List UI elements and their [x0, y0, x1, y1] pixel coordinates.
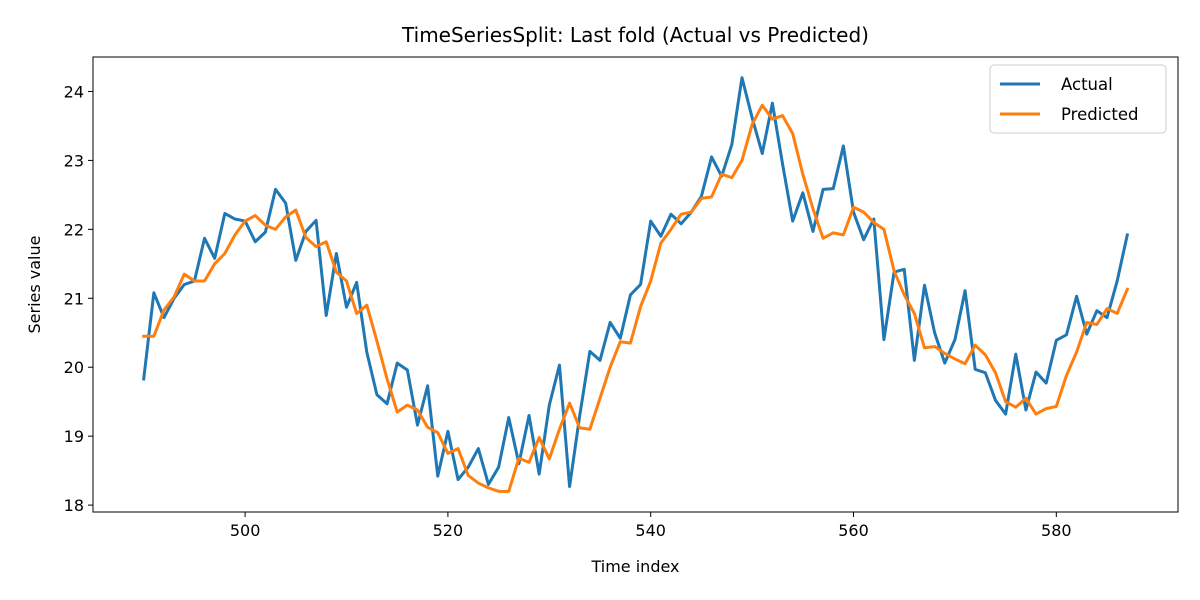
y-tick-label: 23: [64, 151, 84, 170]
y-tick-label: 19: [64, 427, 84, 446]
plot-frame: [92, 56, 1179, 513]
y-axis-title: Series value: [25, 236, 44, 334]
legend-label-actual: Actual: [1061, 75, 1113, 94]
y-tick-label: 18: [64, 496, 84, 515]
legend-label-predicted: Predicted: [1061, 105, 1138, 124]
x-axis-ticks: 500 520 540 560 580: [230, 512, 1072, 540]
series-line-predicted: [142, 103, 1130, 493]
y-tick-label: 22: [64, 220, 84, 239]
x-tick-label: 540: [635, 521, 666, 540]
y-tick-label: 20: [64, 358, 84, 377]
x-tick-label: 500: [230, 521, 261, 540]
plot-area: 500 520 540 560 580 18 19 20 21 22 23 24: [64, 56, 1179, 540]
legend: Actual Predicted: [989, 64, 1167, 134]
y-tick-label: 24: [64, 82, 84, 101]
x-tick-label: 580: [1041, 521, 1072, 540]
x-axis-title: Time index: [590, 557, 679, 576]
y-tick-label: 21: [64, 289, 84, 308]
chart-title: TimeSeriesSplit: Last fold (Actual vs Pr…: [401, 23, 869, 47]
series-line-actual: [142, 76, 1130, 488]
legend-box: [989, 64, 1167, 134]
y-axis-ticks: 18 19 20 21 22 23 24: [64, 82, 93, 515]
x-tick-label: 560: [838, 521, 869, 540]
x-tick-label: 520: [433, 521, 464, 540]
series-layer: [142, 76, 1130, 493]
